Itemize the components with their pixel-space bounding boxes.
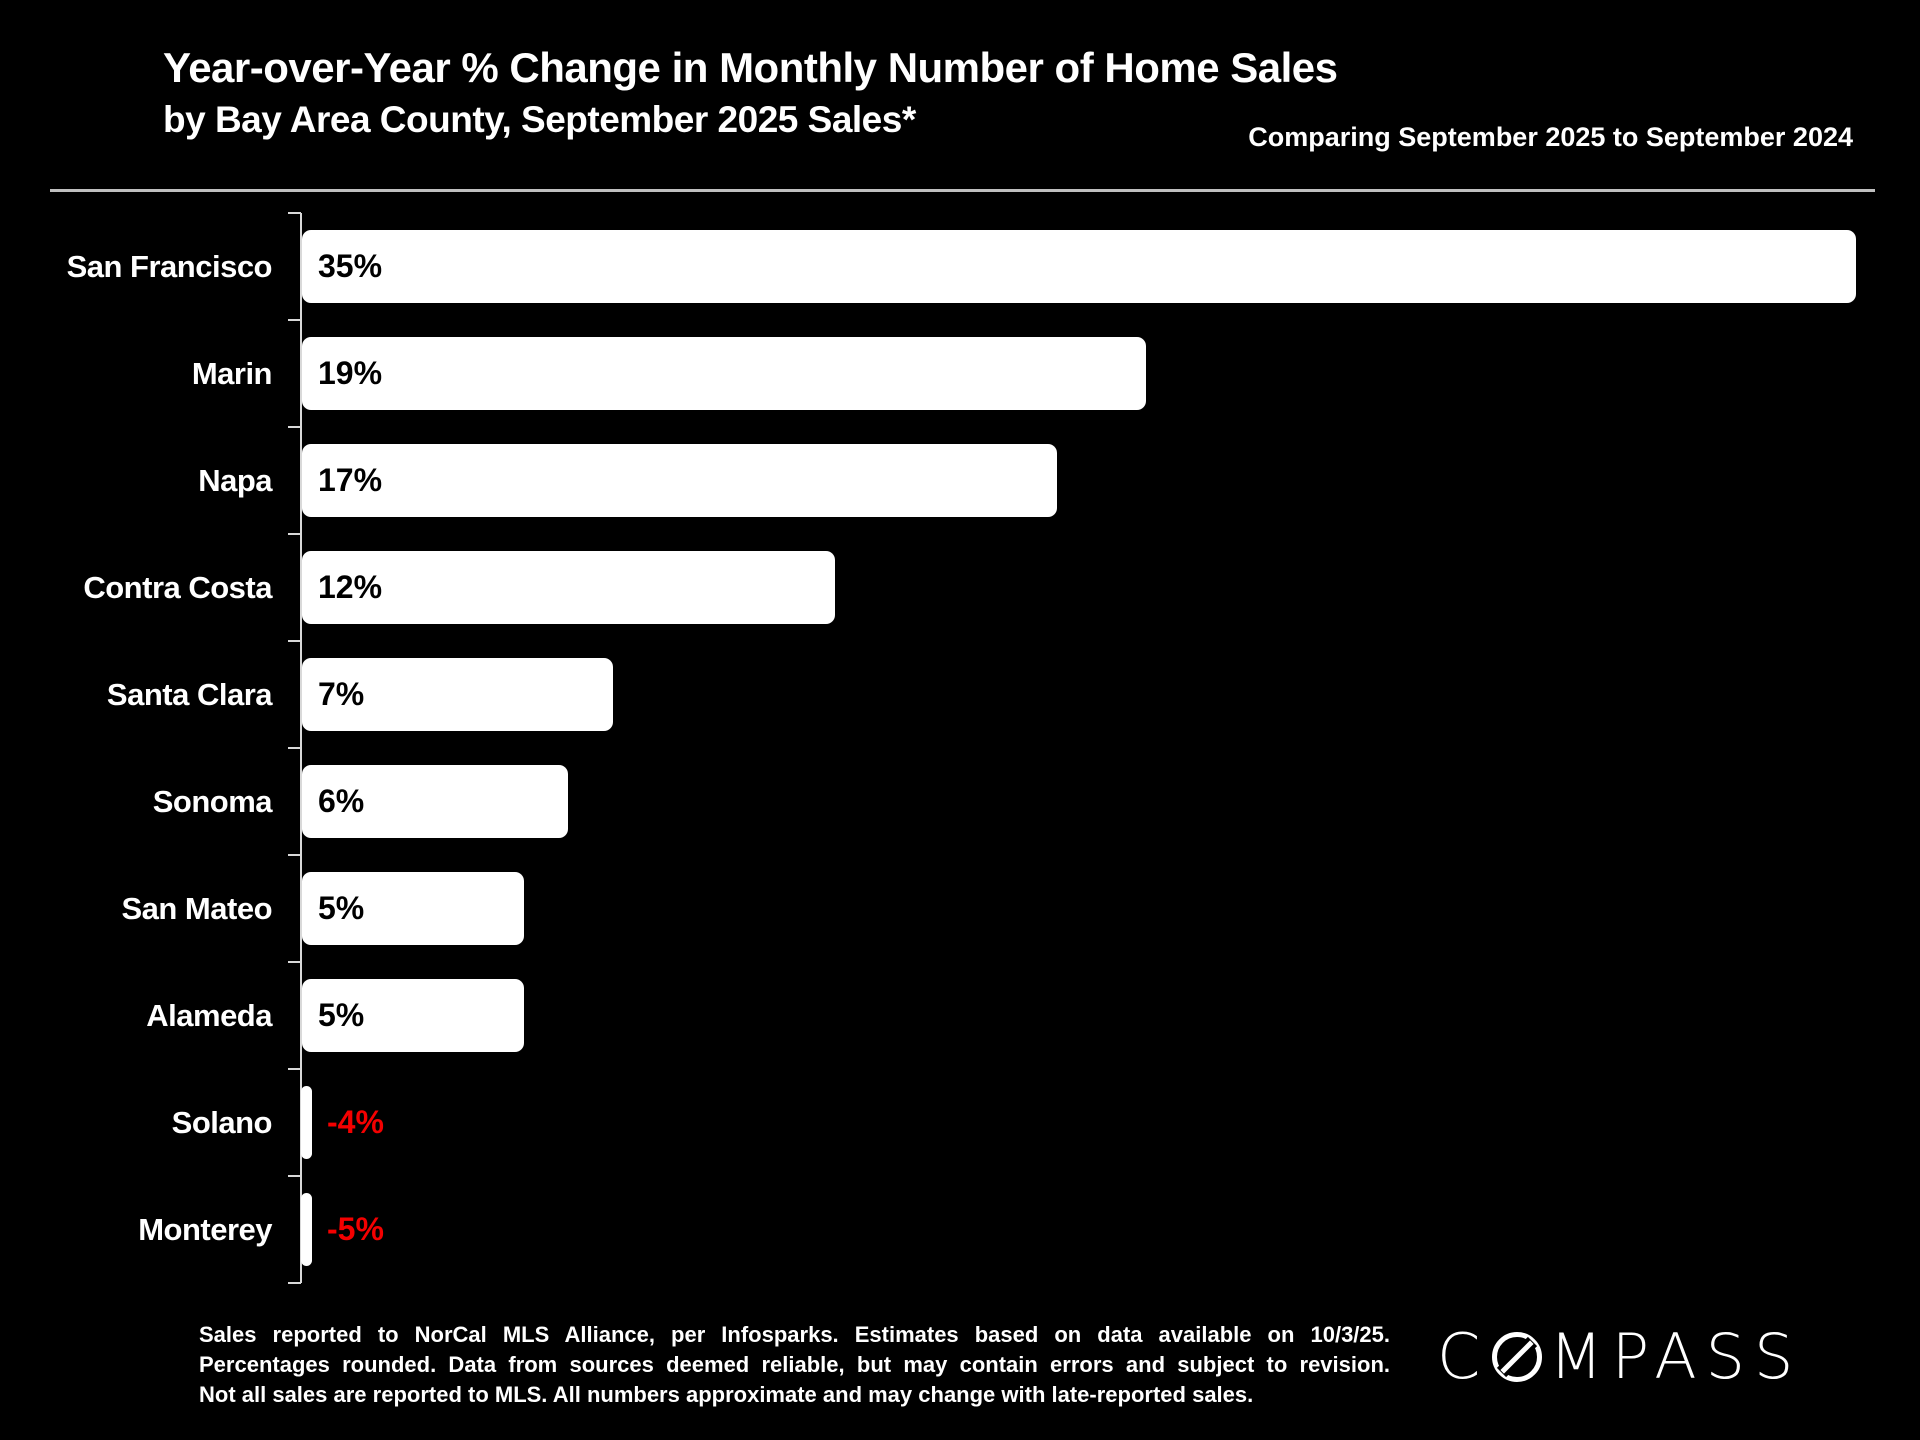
category-label: Napa (198, 462, 272, 498)
bar (302, 230, 1856, 303)
disclaimer-line: Percentages rounded. Data from sources d… (199, 1352, 1390, 1377)
axis-tick (288, 533, 301, 535)
axis-tick (288, 426, 301, 428)
y-axis-line (300, 213, 302, 1283)
chart-title-line2: by Bay Area County, September 2025 Sales… (163, 99, 916, 140)
category-label: Alameda (146, 997, 272, 1033)
axis-tick (288, 640, 301, 642)
axis-tick (288, 1282, 301, 1284)
bar-row: Solano -4% (0, 1069, 1920, 1176)
bar-row: Marin 19% (0, 320, 1920, 427)
category-label: San Francisco (66, 248, 273, 284)
bar (301, 1193, 312, 1266)
category-label: San Mateo (121, 890, 272, 926)
value-label: -5% (327, 1211, 384, 1247)
bar-row: Alameda 5% (0, 962, 1920, 1069)
category-label: Contra Costa (83, 569, 272, 605)
compass-logo-mpass: MPASS (1549, 1320, 1803, 1393)
bar-row: Monterey -5% (0, 1176, 1920, 1283)
category-label: Sonoma (152, 783, 273, 819)
axis-tick (288, 747, 301, 749)
bar (302, 444, 1057, 517)
disclaimer: Sales reported to NorCal MLS Alliance, p… (199, 1320, 1390, 1410)
bar (301, 1086, 312, 1159)
bar (302, 337, 1146, 410)
category-label: Solano (171, 1104, 273, 1140)
value-label: 7% (318, 676, 365, 712)
value-label: 35% (318, 248, 383, 284)
bar (302, 765, 568, 838)
value-label: 19% (318, 355, 383, 391)
category-label: Monterey (138, 1211, 272, 1247)
value-label: 17% (318, 462, 383, 498)
value-label: 5% (318, 997, 365, 1033)
bar-chart: San Francisco 35% Marin 19% Napa 17% Contra Co… (0, 212, 1920, 1284)
category-label: Santa Clara (106, 676, 273, 712)
bar (302, 872, 524, 945)
disclaimer-line: Sales reported to NorCal MLS Alliance, p… (199, 1322, 1390, 1347)
bar (302, 658, 613, 731)
value-label: 6% (318, 783, 365, 819)
axis-tick (288, 1068, 301, 1070)
axis-tick (288, 961, 301, 963)
bar-row: Contra Costa 12% (0, 534, 1920, 641)
axis-tick (288, 212, 301, 214)
value-label: -4% (327, 1104, 384, 1140)
compass-needle-o-icon (1492, 1332, 1543, 1382)
chart-title-line1: Year-over-Year % Change in Monthly Numbe… (163, 44, 1338, 91)
value-label: 5% (318, 890, 365, 926)
bar-row: San Mateo 5% (0, 855, 1920, 962)
value-label: 12% (318, 569, 383, 605)
bar-row: San Francisco 35% (0, 213, 1920, 320)
disclaimer-line: Not all sales are reported to MLS. All n… (199, 1382, 1254, 1407)
bar (302, 979, 524, 1052)
bar-row: Sonoma 6% (0, 748, 1920, 855)
bar (302, 551, 835, 624)
bar-row: Napa 17% (0, 427, 1920, 534)
compass-logo: C MPASS (1437, 1326, 1802, 1388)
axis-tick (288, 1175, 301, 1177)
axis-tick (288, 854, 301, 856)
comparison-annotation: Comparing September 2025 to September 20… (1248, 122, 1853, 152)
compass-logo-c: C (1437, 1320, 1490, 1393)
title-divider (50, 189, 1875, 192)
axis-tick (288, 319, 301, 321)
category-label: Marin (191, 355, 273, 391)
bar-row: Santa Clara 7% (0, 641, 1920, 748)
